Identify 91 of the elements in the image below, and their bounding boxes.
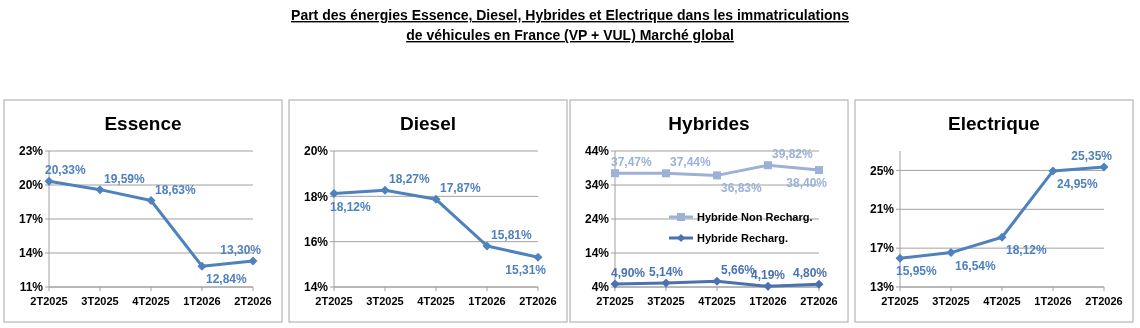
point [1048,166,1058,176]
data-label: 16,54% [955,258,997,273]
point [814,279,824,289]
data-label: 24,95% [1057,176,1099,191]
point [610,279,620,289]
x-tick-label: 1T2026 [468,295,506,307]
y-tick-label: 34% [584,178,610,193]
y-tick-label: 23% [18,144,44,159]
data-label: 5,14% [648,265,684,280]
data-label: 15,81% [491,227,533,242]
data-label: 18,63% [155,182,197,197]
x-tick-label: 2T2025 [315,295,353,307]
point [44,176,54,186]
x-tick-label: 4T2025 [132,295,170,307]
x-tick-label: 3T2025 [81,295,119,307]
y-tick-label: 24% [584,212,610,227]
data-label: 19,59% [104,171,146,186]
text: Part des énergies Essence, Diesel, Hybrides et Electrique dans les immatriculations de véhicules en France (VP + VUL) Marché global [291,7,850,43]
x-tick-label: 2T2026 [234,295,272,307]
x-tick-label: 1T2026 [1034,295,1072,307]
y-tick-label: 25% [869,163,895,178]
data-label: 38,40% [786,176,828,191]
x-tick-label: 2T2025 [881,295,919,307]
y-tick-label: 44% [584,144,610,159]
x-tick-label: 1T2026 [183,295,221,307]
y-tick-label: 20% [303,144,329,159]
legend-label: Hybride Non Recharg. [697,210,813,223]
y-tick-label: 14% [18,246,44,261]
chart-title: Diesel [400,113,456,134]
y-tick-label: 14% [303,280,329,295]
point [611,169,619,178]
point [329,189,339,199]
point [248,256,258,266]
y-tick-label: 4% [591,280,610,295]
point [533,252,543,262]
data-label: 18,12% [330,199,372,214]
data-label: 4,80% [792,266,828,281]
data-label: 17,87% [440,181,482,196]
point [146,196,156,206]
point [895,253,905,263]
x-tick-label: 4T2025 [983,295,1021,307]
data-label: 39,82% [772,147,814,162]
x-tick-label: 2T2026 [519,295,557,307]
chart-title: Hybrides [668,113,750,134]
x-tick-label: 2T2026 [1085,295,1123,307]
x-tick-label: 4T2025 [417,295,455,307]
data-label: 20,33% [45,163,87,178]
point [763,281,773,291]
data-label: 13,30% [220,242,262,257]
x-tick-label: 2T2025 [30,295,68,307]
point [946,248,956,258]
chart-title: Essence [104,113,182,134]
data-label: 12,84% [206,272,248,287]
y-tick-label: 17% [869,241,895,256]
data-label: 18,12% [1006,243,1048,258]
x-tick-label: 3T2025 [366,295,404,307]
point [197,261,207,271]
y-tick-label: 16% [303,234,329,249]
data-label: 37,44% [670,155,712,170]
y-tick-label: 11% [19,280,44,295]
y-tick-label: 14% [584,246,610,261]
point [662,169,670,178]
y-tick-label: 18% [303,189,329,204]
point [95,185,105,195]
x-tick-label: 4T2025 [698,295,736,307]
point [713,171,721,180]
point [1099,162,1109,172]
y-tick-label: 20% [18,178,44,193]
data-label: 15,31% [505,263,547,278]
x-tick-label: 2T2025 [596,295,634,307]
y-tick-label: 21% [869,202,895,217]
data-label: 18,27% [389,172,431,187]
data-label: 25,35% [1071,149,1113,164]
point [431,194,441,204]
y-tick-label: 17% [18,212,44,227]
data-label: 15,95% [896,264,938,279]
legend-label: Hybride Recharg. [697,231,789,244]
x-tick-label: 2T2026 [800,295,838,307]
data-label: 4,90% [611,265,646,280]
x-tick-label: 1T2026 [749,295,787,307]
x-tick-label: 3T2025 [932,295,970,307]
chart-title: Electrique [948,113,1040,134]
x-tick-label: 3T2025 [647,295,685,307]
point [997,232,1007,242]
point [482,241,492,251]
point [764,161,772,170]
point [661,278,671,288]
data-label: 36,83% [721,181,763,196]
data-label: 37,47% [611,155,653,170]
point [815,166,823,175]
y-tick-label: 13% [869,280,895,295]
